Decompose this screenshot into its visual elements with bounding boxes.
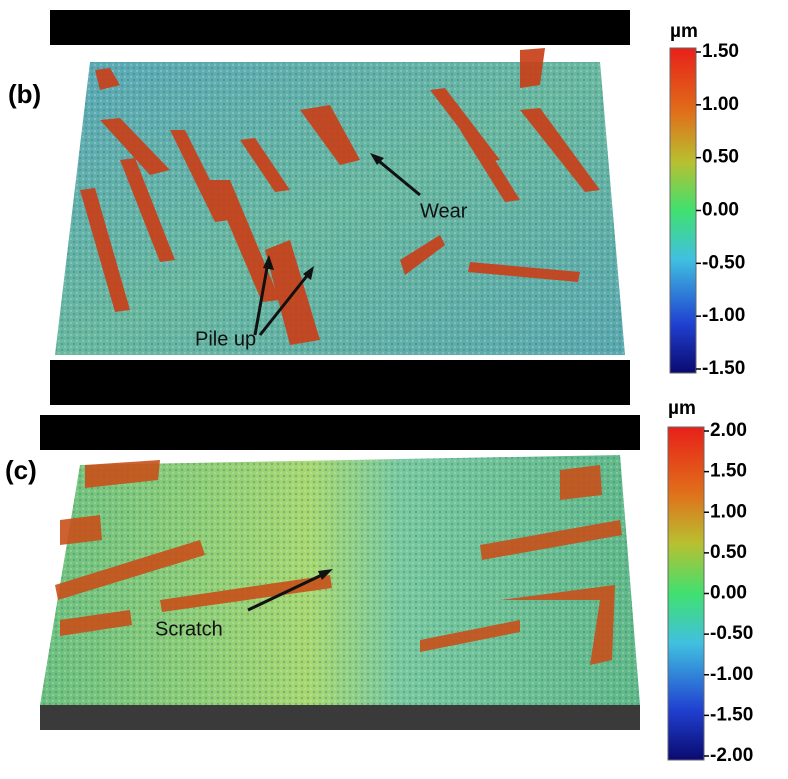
panel-label: (c) bbox=[5, 455, 37, 485]
tick-label: -1.50 bbox=[702, 358, 745, 379]
colorbar bbox=[668, 427, 704, 760]
tick-label: -0.50 bbox=[710, 623, 753, 644]
tick-label: -2.00 bbox=[710, 745, 753, 766]
colorbar-unit: µm bbox=[670, 21, 698, 42]
tick-label: -1.00 bbox=[710, 664, 753, 685]
panel-c-image bbox=[40, 415, 640, 760]
tick-label: 1.50 bbox=[710, 461, 747, 482]
tick-label: 2.00 bbox=[710, 420, 747, 441]
tick-label: 0.50 bbox=[710, 542, 747, 563]
tick-label: 1.00 bbox=[710, 501, 747, 522]
tick-label: 0.00 bbox=[702, 200, 739, 221]
annotation: Wear bbox=[420, 200, 468, 222]
annotation: Pile up bbox=[195, 328, 256, 350]
colorbar-unit: µm bbox=[668, 398, 696, 419]
tick-label: 1.50 bbox=[702, 41, 739, 62]
tick-label: -1.50 bbox=[710, 704, 753, 725]
panel-label: (b) bbox=[8, 79, 41, 109]
tick-label: 1.00 bbox=[702, 94, 739, 115]
tick-label: 0.50 bbox=[702, 147, 739, 168]
annotation: Scratch bbox=[155, 618, 223, 640]
panel-b-image bbox=[50, 10, 630, 405]
tick-label: -1.00 bbox=[702, 305, 745, 326]
tick-label: -0.50 bbox=[702, 252, 745, 273]
colorbar bbox=[670, 48, 696, 373]
tick-label: 0.00 bbox=[710, 583, 747, 604]
figure: (b) Wear Pile up (c) Scratch µm1.501.000… bbox=[0, 0, 788, 774]
